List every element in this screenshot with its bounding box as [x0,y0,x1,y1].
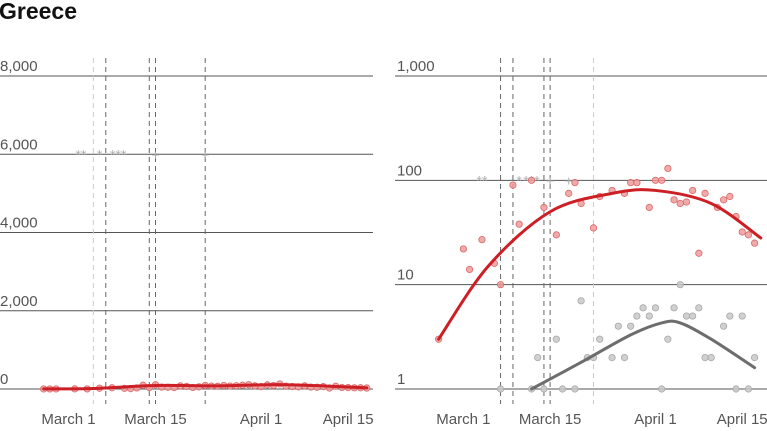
cases-point [720,196,728,204]
cases-point [509,181,517,189]
cases-point [527,176,536,184]
deaths-point [627,322,635,330]
y-tick-label: 6,000 [0,136,38,153]
deaths-point [614,322,622,330]
deaths-point [720,322,728,330]
cases-point [465,265,474,274]
cases-point [496,281,505,289]
y-tick-label: 1 [397,371,405,388]
cases-point [633,179,641,187]
deaths-point [744,385,753,393]
deaths-point [645,312,653,320]
deaths-point [552,335,560,343]
x-tick-label: April 1 [240,411,283,428]
deaths-point [664,335,672,343]
cases-point [751,239,759,247]
deaths-point [596,335,604,343]
y-tick-label: 100 [397,162,422,179]
deaths-trend-line [530,319,757,391]
measure-marker: ** [477,172,488,188]
deaths-point [670,304,678,312]
cases-point [676,199,684,208]
y-tick-label: 0 [0,371,8,388]
x-tick-label: March 1 [41,411,95,428]
measure-marker: + [201,146,209,162]
y-tick-label: 8,000 [0,58,38,75]
cases-trend-line [437,188,763,341]
x-tick-label: April 15 [717,411,767,428]
deaths-point [732,385,740,393]
y-tick-label: 4,000 [0,215,38,232]
deaths-point [676,281,684,289]
cases-point [552,231,560,239]
cases-point [658,176,666,184]
cases-point [682,198,691,206]
cases-point [738,228,746,236]
x-tick-label: April 15 [323,411,374,428]
cases-point [726,192,734,201]
series-trend-line [42,383,369,391]
x-tick-label: March 1 [436,411,490,428]
deaths-point [540,385,548,393]
x-tick-label: March 15 [519,411,582,428]
cases-point [565,189,573,197]
deaths-point [534,353,542,362]
cases-point [664,164,672,173]
deaths-point [682,312,691,320]
deaths-point [608,353,616,362]
measure-marker: *** [110,146,127,162]
deaths-point [496,385,505,393]
cases-point [571,179,579,187]
cases-point [670,196,678,204]
deaths-point [707,353,715,362]
measure-marker: + [565,172,573,188]
cases-point [645,203,653,212]
page-title: Greece [0,0,78,24]
deaths-point [695,304,703,312]
deaths-point [701,353,709,362]
deaths-point [633,312,641,320]
deaths-point [639,304,647,312]
cases-point [478,236,486,244]
cases-point [689,186,697,195]
deaths-point [577,297,585,305]
deaths-point [658,385,666,393]
x-tick-label: March 15 [124,411,187,428]
cases-point [540,203,548,212]
cases-point [515,220,523,228]
y-tick-label: 10 [397,267,414,284]
deaths-point [689,312,697,320]
measure-marker: * [516,172,522,188]
deaths-point [558,385,567,393]
deaths-point [620,353,629,362]
cases-point [744,231,753,239]
measure-marker: + [151,146,159,162]
deaths-point [571,385,579,393]
cases-point [589,224,598,232]
cases-point [459,245,467,253]
deaths-point [726,312,734,320]
cases-point [651,176,660,184]
deaths-point [738,312,746,320]
y-tick-label: 1,000 [397,58,435,75]
cases-point [695,249,703,257]
x-tick-label: April 1 [634,411,677,428]
y-tick-label: 2,000 [0,293,38,310]
cases-point [627,179,635,187]
measure-marker: * [97,146,103,162]
deaths-point [751,353,759,362]
measure-marker: ** [75,146,86,162]
measure-marker: + [546,172,554,188]
cases-point [701,189,709,197]
deaths-point [651,304,660,312]
